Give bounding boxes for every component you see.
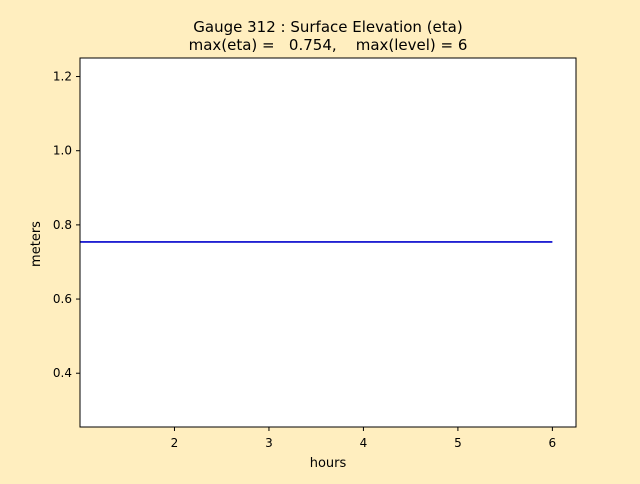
y-axis-label: meters xyxy=(29,221,44,267)
y-tick-label: 1.0 xyxy=(53,144,72,158)
chart-title-line2: max(eta) = 0.754, max(level) = 6 xyxy=(189,36,468,54)
x-tick-label: 2 xyxy=(171,436,179,450)
y-tick-label: 0.8 xyxy=(53,218,72,232)
axes-frame xyxy=(79,57,577,428)
y-axis-ticks: 0.4 0.6 0.8 1.0 1.2 xyxy=(53,70,80,380)
x-tick-label: 5 xyxy=(454,436,462,450)
x-tick-label: 4 xyxy=(360,436,368,450)
y-tick-label: 0.6 xyxy=(53,292,72,306)
x-axis-ticks: 2 3 4 5 6 xyxy=(171,427,557,450)
y-tick-label: 1.2 xyxy=(53,70,72,84)
x-axis-label: hours xyxy=(310,456,347,471)
chart-title-line1: Gauge 312 : Surface Elevation (eta) xyxy=(193,18,462,36)
y-tick-label: 0.4 xyxy=(53,366,72,380)
x-tick-label: 3 xyxy=(265,436,273,450)
x-tick-label: 6 xyxy=(549,436,557,450)
